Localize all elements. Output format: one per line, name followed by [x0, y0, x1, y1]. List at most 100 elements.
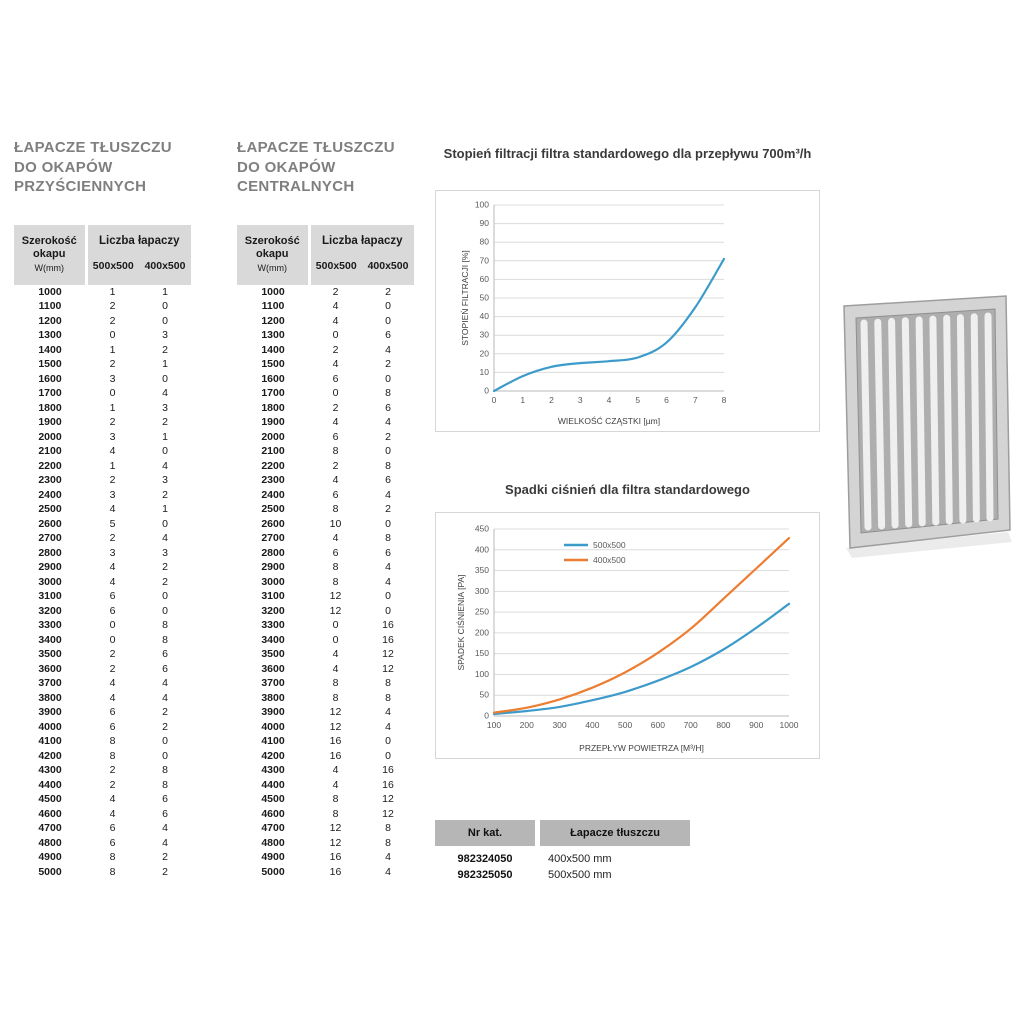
width-header-unit: W(mm): [257, 262, 287, 273]
hood-width-cell: 3700: [38, 677, 62, 690]
table-row: 2900 8 4: [237, 560, 414, 575]
trap-count-cell: 6: [109, 604, 116, 617]
trap-count-cell: 2: [162, 488, 168, 501]
filtration-chart: 0 10 20 30 40 50 60 70 80 90 100 0 1 2 3 4 5 6 7 8 WIELKOŚĆ …: [435, 190, 820, 432]
trap-count-cell: 2: [332, 285, 339, 298]
trap-count-cell: 8: [332, 575, 339, 588]
trap-count-cell: 2: [162, 343, 168, 356]
table-row: 2500 8 2: [237, 502, 414, 517]
svg-text:1: 1: [520, 395, 525, 405]
trap-count-cell: 3: [162, 546, 168, 559]
svg-text:70: 70: [480, 255, 490, 265]
hood-width-cell: 4500: [38, 793, 62, 806]
filtration-chart-title: Stopień filtracji filtra standardowego d…: [443, 146, 812, 161]
svg-text:60: 60: [480, 274, 490, 284]
trap-count-cell: 2: [385, 430, 391, 443]
trap-count-cell: 2: [385, 358, 391, 371]
size-500x500-header: 500x500: [309, 256, 362, 285]
hood-width-cell: 2400: [38, 488, 62, 501]
hood-width-cell: 3000: [261, 575, 285, 588]
trap-count-cell: 0: [385, 300, 391, 313]
trap-count-cell: 16: [382, 633, 394, 646]
hood-width-cell: 2800: [261, 546, 285, 559]
trap-count-cell: 2: [162, 720, 168, 733]
table-row: 4300 4 16: [237, 763, 414, 778]
title-line: ŁAPACZE TŁUSZCZU: [237, 139, 395, 156]
hood-width-cell: 4300: [261, 764, 285, 777]
trap-count-cell: 8: [332, 445, 339, 458]
trap-count-cell: 4: [162, 822, 168, 835]
width-header-label: Szerokość okapu: [244, 234, 300, 260]
table-row: 1200 4 0: [237, 314, 414, 329]
table-row: 3000 8 4: [237, 575, 414, 590]
table-row: 1400 1 2: [14, 343, 191, 358]
wall-hoods-table: Szerokość okapu W(mm) Liczba łapaczy 500…: [14, 224, 192, 880]
trap-count-cell: 6: [385, 546, 391, 559]
trap-count-cell: 4: [162, 459, 168, 472]
trap-count-cell: 2: [162, 561, 168, 574]
catalog-table: Nr kat. Łapacze tłuszczu 982324050 400x5…: [435, 820, 690, 883]
hood-width-cell: 1300: [261, 329, 285, 342]
trap-count-cell: 0: [385, 314, 391, 327]
trap-count-cell: 6: [332, 546, 339, 559]
table-row: 3200 6 0: [14, 604, 191, 619]
trap-count-cell: 2: [109, 474, 116, 487]
trap-count-cell: 3: [109, 546, 116, 559]
hood-width-cell: 1200: [38, 314, 62, 327]
svg-text:450: 450: [475, 524, 489, 534]
trap-count-cell: 2: [332, 459, 339, 472]
trap-count-cell: 16: [382, 778, 394, 791]
trap-count-cell: 4: [332, 416, 339, 429]
svg-text:90: 90: [480, 218, 490, 228]
title-line: DO OKAPÓW: [14, 158, 113, 176]
trap-count-cell: 2: [109, 778, 116, 791]
trap-count-cell: 3: [162, 329, 168, 342]
hood-width-cell: 4000: [261, 720, 285, 733]
trap-count-cell: 6: [332, 430, 339, 443]
hood-width-cell: 1900: [261, 416, 285, 429]
catalog-number: 982325050: [457, 869, 513, 881]
trap-count-cell: 12: [382, 807, 394, 820]
table-row: 4700 12 8: [237, 821, 414, 836]
trap-count-cell: 0: [162, 735, 168, 748]
trap-count-cell: 16: [329, 749, 342, 762]
trap-count-cell: 0: [385, 517, 391, 530]
hood-width-cell: 4100: [261, 735, 285, 748]
trap-count-cell: 3: [109, 430, 116, 443]
trap-count-cell: 0: [109, 387, 116, 400]
hood-width-cell: 3600: [261, 662, 285, 675]
trap-count-cell: 4: [385, 561, 391, 574]
trap-count-cell: 2: [109, 416, 116, 429]
hood-width-cell: 3500: [261, 648, 285, 661]
hood-width-cell: 3400: [261, 633, 285, 646]
svg-text:100: 100: [475, 200, 489, 210]
trap-count-cell: 1: [109, 401, 116, 414]
trap-count-cell: 8: [332, 691, 339, 704]
hood-width-cell: 4000: [38, 720, 62, 733]
trap-count-cell: 4: [162, 677, 168, 690]
trap-count-cell: 8: [162, 633, 168, 646]
trap-count-cell: 12: [329, 590, 342, 603]
hood-width-cell: 4200: [38, 749, 62, 762]
hood-width-cell: 4300: [38, 764, 62, 777]
trap-count-cell: 8: [332, 807, 339, 820]
table-row: 2800 3 3: [14, 546, 191, 561]
hood-width-cell: 2100: [261, 445, 285, 458]
table-row: 1500 2 1: [14, 357, 191, 372]
trap-count-cell: 1: [162, 358, 168, 371]
hood-width-cell: 4700: [38, 822, 62, 835]
hood-width-cell: 2600: [38, 517, 62, 530]
trap-count-cell: 2: [109, 764, 116, 777]
trap-count-cell: 2: [332, 343, 339, 356]
svg-text:2: 2: [549, 395, 554, 405]
trap-count-cell: 6: [162, 662, 168, 675]
hood-width-cell: 3300: [38, 619, 62, 632]
trap-count-cell: 8: [385, 532, 391, 545]
trap-count-cell: 4: [385, 416, 391, 429]
catalog-row: 982324050 400x500 mm: [435, 851, 690, 867]
trap-count-cell: 4: [385, 343, 391, 356]
table-row: 4200 16 0: [237, 749, 414, 764]
table-row: 1800 1 3: [14, 401, 191, 416]
trap-count-cell: 4: [109, 807, 116, 820]
svg-text:50: 50: [480, 690, 490, 700]
